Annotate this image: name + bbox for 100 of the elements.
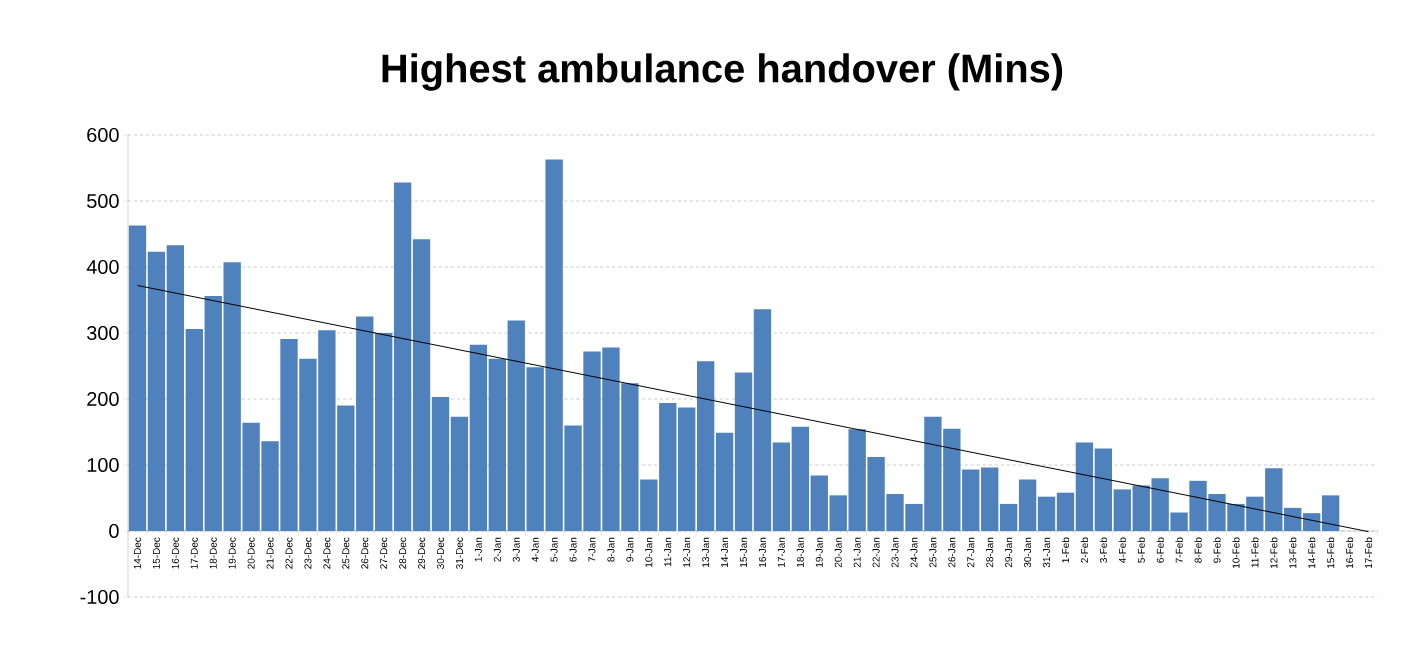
x-tick-label: 25-Jan — [929, 537, 937, 568]
bar — [185, 329, 203, 531]
bar — [678, 407, 696, 531]
bar — [507, 320, 525, 531]
bar — [810, 475, 828, 531]
bar — [1113, 489, 1131, 531]
x-tick-label: 16-Jan — [758, 537, 766, 567]
bar — [147, 251, 166, 531]
bar — [791, 426, 809, 531]
x-tick-label: 24-Dec — [323, 537, 331, 569]
x-tick-label: 14-Jan — [721, 537, 729, 567]
x-tick-label: 3-Feb — [1099, 537, 1107, 563]
x-tick-label: 2-Jan — [493, 537, 501, 562]
x-tick-label: 1-Jan — [474, 537, 482, 562]
x-tick-label: 7-Jan — [588, 537, 596, 562]
bar — [375, 332, 393, 531]
x-tick-label: 4-Jan — [531, 537, 539, 562]
bar — [1094, 448, 1113, 531]
x-tick-label: 6-Jan — [569, 537, 577, 562]
x-tick-label: 12-Feb — [1270, 537, 1278, 568]
bar — [1321, 495, 1340, 531]
bar — [1075, 442, 1094, 531]
x-tick-label: 21-Dec — [266, 537, 274, 569]
y-tick-label: 0 — [109, 523, 119, 539]
bar — [999, 503, 1018, 531]
x-tick-label: 3-Jan — [512, 537, 520, 562]
bar — [412, 239, 431, 531]
x-tick-label: 10-Feb — [1232, 537, 1240, 568]
x-tick-label: 20-Jan — [834, 537, 842, 568]
y-tick-label: 300 — [87, 325, 119, 341]
y-tick-label: 200 — [87, 391, 119, 407]
x-tick-label: 7-Feb — [1175, 537, 1183, 563]
x-tick-label: 17-Jan — [777, 537, 785, 567]
x-tick-label: 5-Feb — [1137, 537, 1145, 563]
x-tick-label: 18-Dec — [209, 537, 217, 569]
x-tick-label: 19-Jan — [815, 537, 823, 567]
x-tick-label: 15-Feb — [1326, 537, 1335, 568]
x-tick-label: 9-Jan — [626, 537, 634, 562]
x-tick-label: 24-Jan — [910, 537, 918, 568]
x-tick-label: 23-Dec — [304, 537, 312, 569]
x-tick-label: 26-Dec — [361, 537, 369, 569]
bar — [393, 182, 412, 531]
x-tick-label: 14-Feb — [1308, 537, 1316, 568]
bar — [1303, 513, 1321, 531]
x-tick-label: 23-Jan — [891, 537, 899, 568]
x-tick-label: 12-Jan — [683, 537, 691, 567]
x-tick-label: 30-Jan — [1024, 537, 1032, 568]
y-tick-label: 400 — [86, 259, 119, 275]
x-tick-label: 8-Feb — [1194, 537, 1202, 563]
y-tick-label: 100 — [87, 457, 119, 473]
x-tick-label: 15-Dec — [152, 537, 160, 569]
bar — [128, 225, 147, 531]
x-tick-label: 13-Jan — [702, 537, 710, 567]
x-tick-label: 25-Dec — [342, 537, 350, 569]
x-tick-label: 5-Jan — [550, 537, 558, 562]
x-tick-label: 14-Dec — [134, 537, 141, 569]
bar — [715, 432, 734, 531]
x-tick-label: 19-Dec — [228, 537, 236, 569]
bar — [981, 467, 999, 531]
x-tick-label: 21-Jan — [853, 537, 861, 568]
bar — [1037, 496, 1056, 531]
x-tick-label: 6-Feb — [1156, 537, 1164, 563]
x-tick-label: 16-Dec — [171, 537, 179, 569]
bar — [772, 442, 791, 531]
bar — [469, 344, 488, 531]
x-tick-label: 29-Jan — [1005, 537, 1013, 568]
bar — [1284, 507, 1302, 531]
x-tick-label: 30-Dec — [436, 537, 445, 569]
bar — [1056, 492, 1075, 531]
chart-title: Highest ambulance handover (Mins) — [382, 53, 1063, 91]
bar — [734, 372, 753, 531]
x-tick-label: 27-Jan — [967, 537, 975, 568]
x-tick-label: 16-Feb — [1345, 537, 1354, 568]
x-tick-label: 15-Jan — [740, 537, 747, 567]
x-tick-label: 22-Dec — [285, 537, 293, 569]
bar — [753, 309, 772, 531]
x-tick-label: 27-Dec — [380, 537, 388, 569]
bar — [431, 397, 450, 531]
x-tick-label: 17-Dec — [190, 537, 198, 569]
bar — [356, 316, 374, 531]
bar — [1018, 479, 1037, 531]
x-tick-label: 31-Dec — [455, 537, 463, 569]
bar — [488, 358, 506, 531]
x-tick-label: 1-Feb — [1061, 537, 1070, 563]
bar — [696, 361, 715, 531]
x-tick-label: 9-Feb — [1213, 537, 1221, 563]
x-tick-label: 28-Dec — [399, 537, 407, 569]
y-tick-label: 500 — [87, 193, 119, 209]
x-tick-label: 31-Jan — [1043, 537, 1051, 568]
x-tick-label: 13-Feb — [1289, 537, 1297, 568]
x-tick-label: 28-Jan — [986, 537, 994, 568]
bar — [166, 245, 185, 531]
x-tick-label: 11-Feb — [1251, 537, 1259, 568]
x-tick-label: 10-Jan — [645, 537, 653, 567]
x-tick-label: 26-Jan — [948, 537, 956, 568]
bar — [204, 296, 222, 531]
y-tick-label: 600 — [87, 127, 119, 143]
x-tick-label: 18-Jan — [796, 537, 804, 567]
x-tick-label: 22-Jan — [872, 537, 880, 568]
x-tick-label: 2-Feb — [1080, 537, 1089, 563]
